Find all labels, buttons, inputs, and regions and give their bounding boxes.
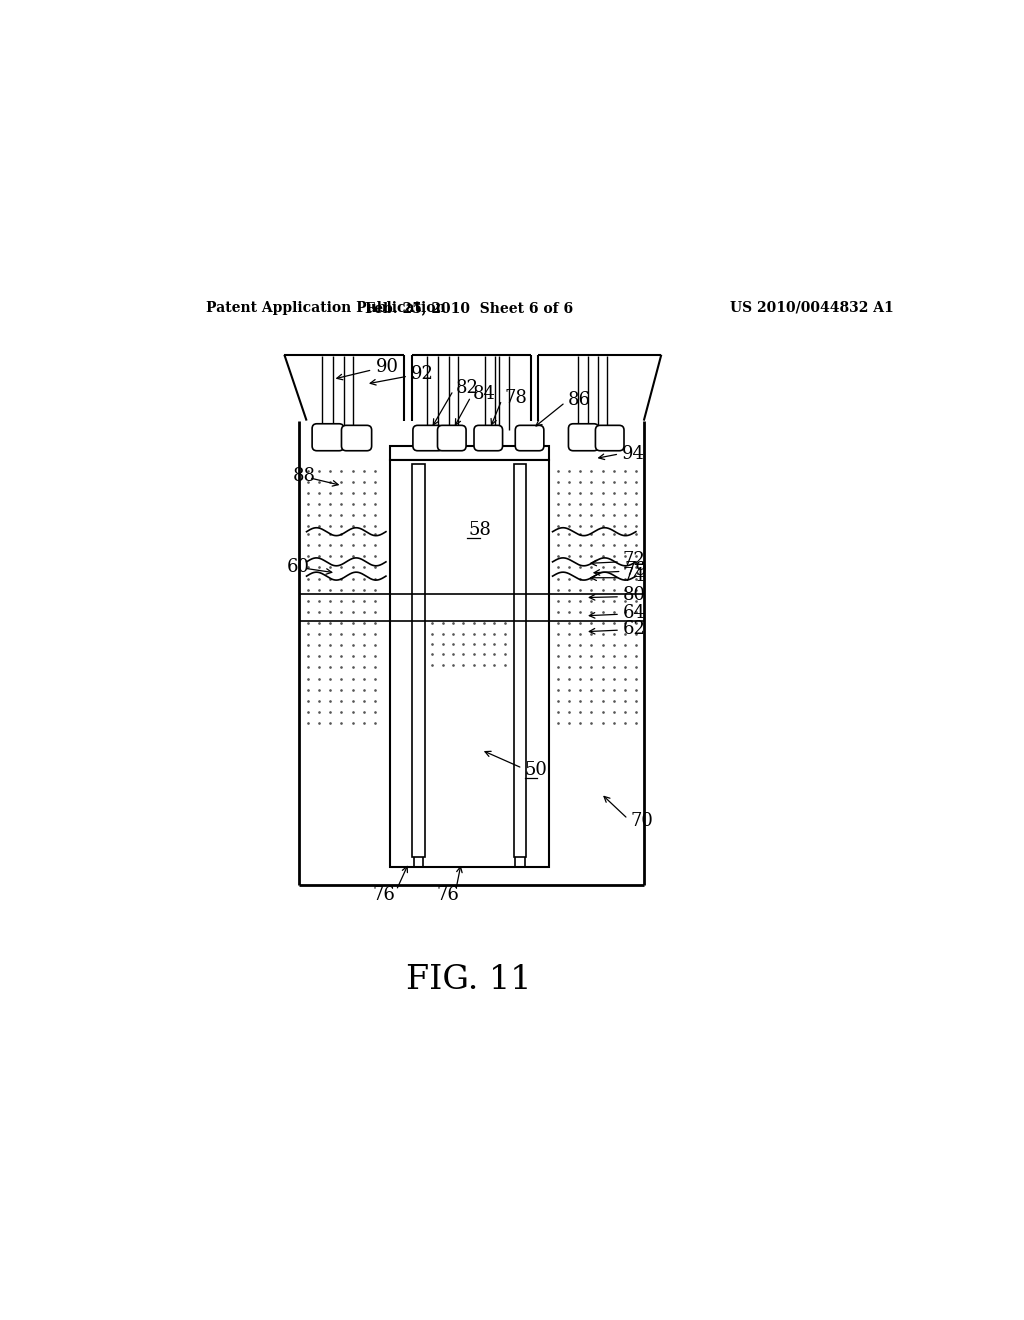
FancyBboxPatch shape xyxy=(568,424,599,450)
Text: 58: 58 xyxy=(468,521,490,539)
Text: 76: 76 xyxy=(372,886,395,904)
Text: 84: 84 xyxy=(473,385,496,404)
FancyBboxPatch shape xyxy=(413,425,443,450)
Text: 72: 72 xyxy=(623,552,645,569)
Polygon shape xyxy=(553,461,640,532)
Text: US 2010/0044832 A1: US 2010/0044832 A1 xyxy=(730,301,894,315)
Text: 90: 90 xyxy=(376,359,398,376)
Text: 80: 80 xyxy=(623,586,645,605)
Text: 64: 64 xyxy=(623,603,645,622)
Polygon shape xyxy=(303,461,386,532)
Text: 94: 94 xyxy=(622,445,644,463)
Text: Feb. 25, 2010  Sheet 6 of 6: Feb. 25, 2010 Sheet 6 of 6 xyxy=(366,301,573,315)
Polygon shape xyxy=(514,465,526,857)
Polygon shape xyxy=(553,532,640,729)
Text: 92: 92 xyxy=(412,364,434,383)
Text: 76: 76 xyxy=(436,886,459,904)
Text: Patent Application Publication: Patent Application Publication xyxy=(206,301,445,315)
Polygon shape xyxy=(390,461,549,867)
Polygon shape xyxy=(427,614,511,669)
FancyBboxPatch shape xyxy=(341,425,372,450)
Text: 88: 88 xyxy=(293,467,316,486)
Text: 74: 74 xyxy=(623,568,645,585)
Text: 82: 82 xyxy=(456,379,478,397)
Text: 78: 78 xyxy=(504,388,527,407)
FancyBboxPatch shape xyxy=(595,425,624,450)
Polygon shape xyxy=(390,446,549,461)
Text: 70: 70 xyxy=(631,812,653,830)
FancyBboxPatch shape xyxy=(515,425,544,450)
Text: 79: 79 xyxy=(624,561,647,578)
Text: 62: 62 xyxy=(623,619,645,638)
Text: 60: 60 xyxy=(287,557,309,576)
Text: FIG. 11: FIG. 11 xyxy=(407,964,532,997)
Polygon shape xyxy=(303,532,386,729)
FancyBboxPatch shape xyxy=(312,424,344,450)
Text: 86: 86 xyxy=(567,391,591,409)
FancyBboxPatch shape xyxy=(437,425,466,450)
FancyBboxPatch shape xyxy=(474,425,503,450)
Text: 50: 50 xyxy=(524,760,548,779)
Polygon shape xyxy=(412,465,425,857)
